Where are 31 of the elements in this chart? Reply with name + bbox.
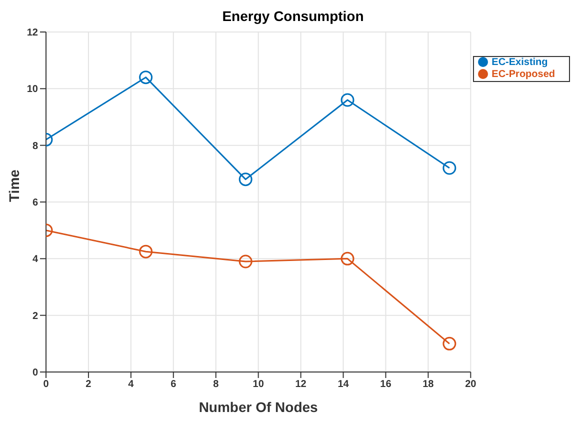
point	[238, 172, 252, 186]
y-tick-label: 6	[32, 198, 38, 209]
point	[139, 244, 153, 258]
point	[442, 161, 456, 175]
x-tick-label: 20	[465, 379, 477, 390]
point	[442, 336, 456, 350]
point	[340, 93, 354, 107]
x-tick-label: 16	[380, 379, 392, 390]
x-tick-label: 18	[422, 379, 434, 390]
x-tick-label: 12	[295, 379, 307, 390]
y-tick-label: 4	[32, 254, 38, 266]
y-tick-label: 10	[26, 84, 38, 96]
x-tick-label: 0	[43, 379, 50, 390]
y-tick-label: 12	[26, 28, 38, 39]
point	[340, 252, 354, 266]
x-tick-label: 10	[252, 379, 264, 390]
x-tick-label: 8	[213, 379, 220, 390]
y-tick-label: 0	[32, 368, 38, 379]
x-tick-label: 6	[170, 379, 177, 390]
x-tick-label: 14	[338, 379, 350, 390]
x-axis-title: Number Of Nodes	[198, 399, 318, 415]
y-tick-label: 2	[32, 310, 38, 322]
point	[238, 254, 252, 268]
legend-label: EC-Proposed	[492, 69, 555, 80]
y-axis-title: Time	[6, 169, 22, 202]
x-tick-label: 4	[128, 379, 134, 390]
chart-title: Energy Consumption	[221, 8, 365, 26]
point	[139, 70, 153, 84]
legend-label: EC-Existing	[492, 57, 548, 68]
x-tick-label: 2	[86, 379, 92, 390]
y-tick-label: 8	[32, 140, 38, 152]
